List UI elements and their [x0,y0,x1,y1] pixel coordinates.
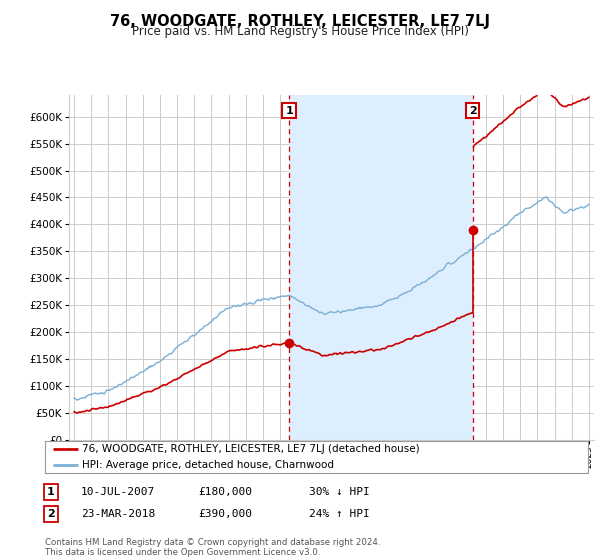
Text: 1: 1 [285,106,293,116]
Text: 10-JUL-2007: 10-JUL-2007 [81,487,155,497]
Text: 24% ↑ HPI: 24% ↑ HPI [309,509,370,519]
Text: Price paid vs. HM Land Registry's House Price Index (HPI): Price paid vs. HM Land Registry's House … [131,25,469,38]
Text: £180,000: £180,000 [198,487,252,497]
Text: 2: 2 [469,106,476,116]
Text: Contains HM Land Registry data © Crown copyright and database right 2024.
This d: Contains HM Land Registry data © Crown c… [45,538,380,557]
Text: 30% ↓ HPI: 30% ↓ HPI [309,487,370,497]
Text: 23-MAR-2018: 23-MAR-2018 [81,509,155,519]
Text: 2: 2 [47,509,55,519]
Text: £390,000: £390,000 [198,509,252,519]
Text: 1: 1 [47,487,55,497]
Text: HPI: Average price, detached house, Charnwood: HPI: Average price, detached house, Char… [82,460,334,470]
Bar [289,95,473,440]
Text: 76, WOODGATE, ROTHLEY, LEICESTER, LE7 7LJ: 76, WOODGATE, ROTHLEY, LEICESTER, LE7 7L… [110,14,490,29]
Text: 76, WOODGATE, ROTHLEY, LEICESTER, LE7 7LJ (detached house): 76, WOODGATE, ROTHLEY, LEICESTER, LE7 7L… [82,444,419,454]
